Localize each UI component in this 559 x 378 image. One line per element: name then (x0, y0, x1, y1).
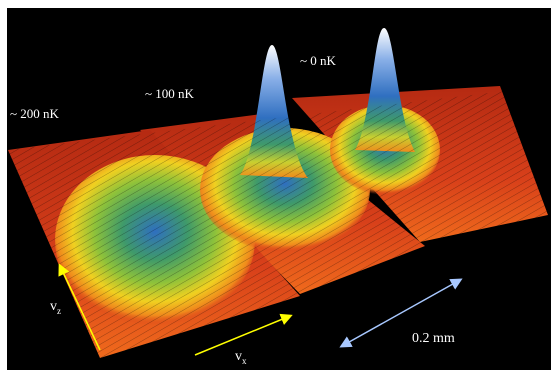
label: ~ 0 nK (300, 53, 337, 68)
label: ~ 200 nK (10, 106, 60, 121)
label: ~ 100 nK (145, 86, 195, 101)
scale-label: 0.2 mm (412, 331, 455, 346)
figure: ~ 200 nK ~ 100 nK ~ 0 nK vz vx 0.2 mm (0, 0, 559, 378)
